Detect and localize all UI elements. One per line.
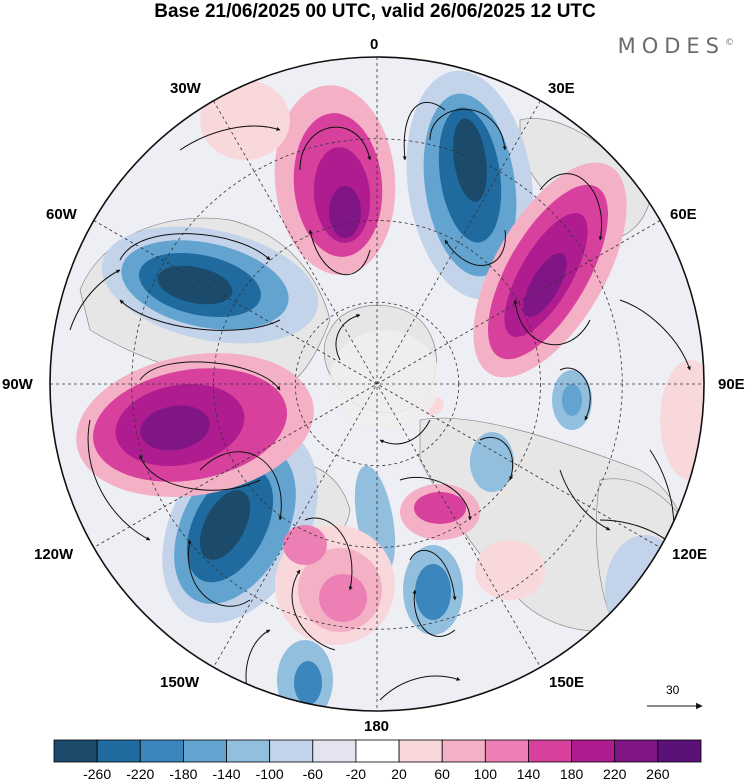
colorbar-tick-label: 260 — [646, 766, 670, 782]
colorbar-cell — [657, 739, 702, 763]
wind-reference-value: 30 — [666, 683, 680, 697]
colorbar-cell — [312, 739, 357, 763]
colorbar-tick-label: 140 — [516, 766, 541, 782]
arctic-ocean-neutral — [330, 330, 440, 430]
lon-label-120e: 120E — [672, 546, 708, 563]
colorbar-tick-label: 100 — [473, 766, 498, 782]
map-title: Base 21/06/2025 00 UTC, valid 26/06/2025… — [154, 1, 596, 22]
anomaly-blob-atlantic-weak-high — [200, 80, 290, 160]
lon-label-30w: 30W — [170, 80, 201, 97]
colorbar-cell — [269, 739, 314, 763]
lon-label-60w: 60W — [46, 206, 77, 223]
anomaly-blob-far-east-high — [660, 360, 704, 480]
colorbar-cell — [528, 739, 573, 763]
anomaly-blob-kara-low-core — [562, 384, 582, 416]
colorbar-cell — [182, 739, 227, 763]
anomaly-blob-pacific-high-secondary — [283, 525, 327, 565]
lon-label-180: 180 — [364, 718, 390, 735]
colorbar-tick-label: 220 — [603, 766, 627, 782]
colorbar — [53, 739, 702, 763]
lon-label-90e: 90E — [718, 376, 745, 393]
anomaly-blob-bering-low-core — [415, 564, 451, 620]
anomaly-blob-atlantic-high-center — [329, 186, 361, 238]
colorbar-tick-label: 20 — [391, 766, 407, 782]
anomaly-blob-aleutian-low-core — [294, 661, 322, 705]
modes-logo: MODES© — [618, 34, 734, 58]
anomaly-blob-pacific-low-center — [199, 490, 251, 560]
map-field-layer — [50, 57, 704, 711]
anomaly-blob-east-asia-high — [475, 540, 545, 600]
lon-label-90w: 90W — [2, 376, 33, 393]
colorbar-tick-label: -220 — [126, 766, 155, 782]
copyright-mark: © — [725, 38, 734, 48]
colorbar-cell — [571, 739, 616, 763]
anomaly-blob-canada-high-center — [140, 405, 210, 451]
colorbar-tick-label: -20 — [345, 766, 367, 782]
lon-label-30e: 30E — [548, 80, 575, 97]
graticule — [50, 57, 704, 711]
lon-label-60e: 60E — [670, 206, 697, 223]
colorbar-cell — [484, 739, 529, 763]
colorbar-cells — [53, 739, 702, 763]
colorbar-cell — [53, 739, 98, 763]
lon-label-0: 0 — [370, 36, 379, 53]
positive-anomaly-layer — [76, 80, 704, 645]
brand-text: MODES — [617, 34, 725, 58]
colorbar-cell — [355, 739, 400, 763]
lon-label-120w: 120W — [34, 546, 74, 563]
anomaly-blob-pacific-high-core — [319, 574, 367, 622]
colorbar-cell — [226, 739, 271, 763]
anomaly-blob-siberia-low — [470, 432, 514, 492]
colorbar-cell — [96, 739, 141, 763]
colorbar-cell — [139, 739, 184, 763]
lon-label-150w: 150W — [160, 674, 200, 691]
colorbar-tick-label: -180 — [169, 766, 198, 782]
anomaly-blob-hudson-low-center — [157, 265, 233, 305]
colorbar-tick-label: -140 — [212, 766, 241, 782]
anomaly-blob-greenland-sea-low-center — [453, 118, 487, 202]
colorbar-tick-label: 180 — [559, 766, 584, 782]
lon-label-150e: 150E — [549, 674, 585, 691]
map-boundary — [49, 56, 705, 712]
colorbar-cell — [614, 739, 659, 763]
colorbar-tick-label: -60 — [302, 766, 323, 782]
colorbar-tick-label: -100 — [255, 766, 284, 782]
colorbar-cell — [398, 739, 443, 763]
colorbar-tick-label: 60 — [434, 766, 450, 782]
anomaly-blob-scandinavia-high-center — [523, 253, 567, 317]
anomaly-blob-siberian-high-core — [414, 492, 466, 524]
colorbar-tick-label: -260 — [83, 766, 112, 782]
colorbar-cell — [441, 739, 486, 763]
